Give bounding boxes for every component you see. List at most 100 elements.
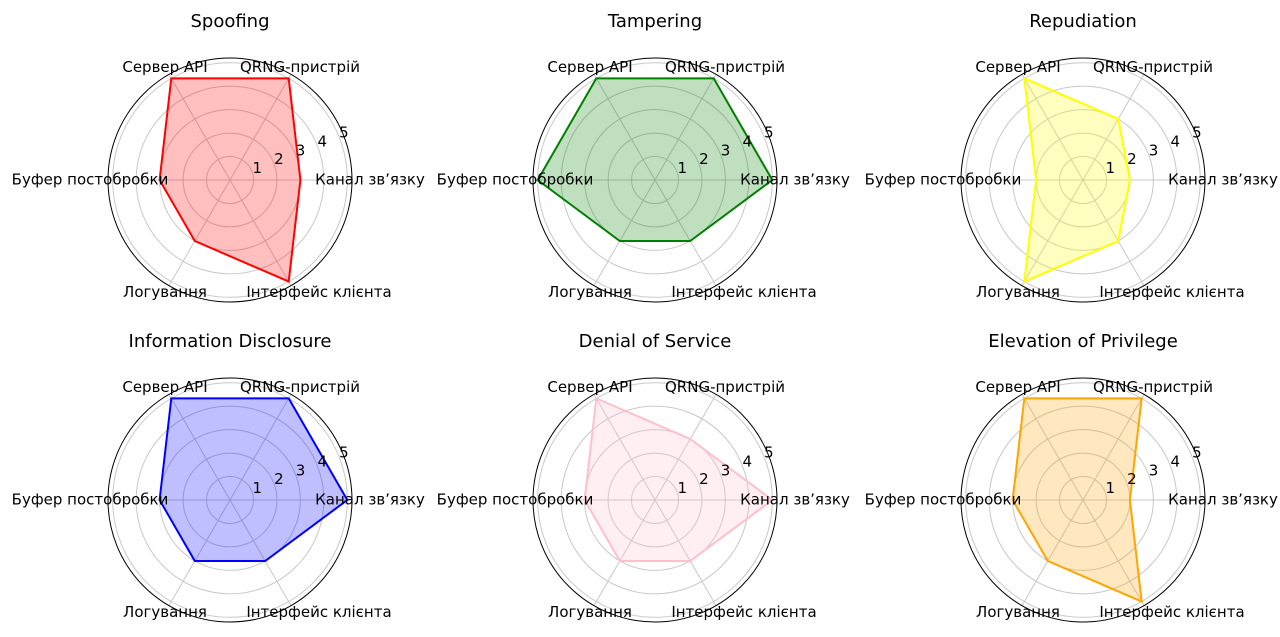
grid-spoke [168, 394, 231, 501]
category-label: Сервер API [547, 58, 632, 76]
r-tick-label: 2 [274, 470, 284, 488]
grid-spoke [1021, 394, 1084, 501]
category-label: Буфер постобробки [12, 171, 169, 189]
grid-spoke [654, 394, 717, 501]
grid-spoke [1021, 499, 1084, 606]
r-tick-label: 2 [699, 470, 709, 488]
grid-spoke [593, 179, 656, 286]
r-tick-label: 1 [252, 479, 262, 497]
r-tick-label: 4 [1170, 132, 1180, 150]
grid-spoke [229, 499, 292, 606]
grid-spoke [168, 74, 231, 181]
category-label: Інтерфейс клієнта [1099, 603, 1244, 621]
radar-area [158, 77, 302, 284]
r-tick-label: 5 [1192, 123, 1202, 141]
r-tick-label: 4 [317, 132, 327, 150]
r-tick-label: 5 [764, 443, 774, 461]
grid-spoke [1021, 179, 1084, 286]
r-tick-label: 4 [742, 132, 752, 150]
outer-spine [107, 57, 353, 303]
category-label: Сервер API [975, 58, 1060, 76]
category-label: QRNG-пристрій [240, 378, 360, 396]
r-tick-label: 2 [274, 150, 284, 168]
category-label: Буфер постобробки [865, 171, 1022, 189]
r-tick-label: 1 [1105, 159, 1115, 177]
category-label: Канал зв’язку [740, 171, 850, 189]
category-label: Буфер постобробки [12, 491, 169, 509]
grid-spoke [1021, 74, 1084, 181]
radar-area [158, 397, 349, 562]
r-tick-label: 3 [721, 461, 731, 479]
grid-spoke [168, 179, 231, 286]
grid-spoke [654, 499, 717, 606]
radar-area [1023, 76, 1131, 284]
radar-area [583, 396, 774, 562]
category-label: Сервер API [975, 378, 1060, 396]
r-tick-label: 5 [339, 123, 349, 141]
category-label: Логування [123, 603, 207, 621]
category-label: Сервер API [547, 378, 632, 396]
grid-spoke [229, 179, 292, 286]
grid-spoke [593, 499, 656, 606]
grid-spoke [229, 394, 292, 501]
r-tick-label: 5 [339, 443, 349, 461]
r-tick-label: 5 [764, 123, 774, 141]
category-label: QRNG-пристрій [665, 58, 785, 76]
r-tick-label: 2 [1127, 150, 1137, 168]
category-label: Логування [123, 283, 207, 301]
r-tick-label: 3 [1149, 141, 1159, 159]
category-label: Буфер постобробки [437, 491, 594, 509]
category-label: QRNG-пристрій [665, 378, 785, 396]
grid-spoke [1082, 74, 1145, 181]
outer-spine [532, 377, 778, 623]
category-label: Канал зв’язку [315, 171, 425, 189]
r-tick-label: 3 [296, 461, 306, 479]
r-tick-label: 1 [1105, 479, 1115, 497]
grid-spoke [1082, 499, 1145, 606]
outer-spine [107, 377, 353, 623]
radar-area [536, 77, 774, 242]
r-tick-label: 4 [1170, 452, 1180, 470]
grid-spoke [168, 499, 231, 606]
r-tick-label: 5 [1192, 443, 1202, 461]
category-label: Буфер постобробки [437, 171, 594, 189]
category-label: Логування [548, 603, 632, 621]
grid-spoke [1082, 394, 1145, 501]
chart-title: Elevation of Privilege [988, 331, 1178, 352]
chart-title: Tampering [607, 11, 702, 32]
category-label: Канал зв’язку [1168, 171, 1278, 189]
category-label: Інтерфейс клієнта [246, 603, 391, 621]
grid-spoke [1082, 179, 1145, 286]
category-label: Логування [976, 603, 1060, 621]
r-tick-label: 2 [699, 150, 709, 168]
category-label: Інтерфейс клієнта [671, 603, 816, 621]
grid-spoke [654, 179, 717, 286]
category-label: QRNG-пристрій [240, 58, 360, 76]
radar-area [1011, 397, 1143, 604]
r-tick-label: 2 [1127, 470, 1137, 488]
r-tick-label: 1 [677, 159, 687, 177]
r-tick-label: 1 [252, 159, 262, 177]
grid-spoke [654, 74, 717, 181]
category-label: Канал зв’язку [740, 491, 850, 509]
category-label: Канал зв’язку [1168, 491, 1278, 509]
category-label: Буфер постобробки [865, 491, 1022, 509]
category-label: Сервер API [122, 378, 207, 396]
chart-title: Information Disclosure [129, 331, 332, 352]
r-tick-label: 4 [742, 452, 752, 470]
category-label: Канал зв’язку [315, 491, 425, 509]
outer-spine [532, 57, 778, 303]
r-tick-label: 4 [317, 452, 327, 470]
category-label: Інтерфейс клієнта [671, 283, 816, 301]
r-tick-label: 3 [1149, 461, 1159, 479]
chart-title: Repudiation [1029, 11, 1137, 32]
grid-spoke [593, 394, 656, 501]
r-tick-label: 1 [677, 479, 687, 497]
outer-spine [960, 377, 1206, 623]
category-label: QRNG-пристрій [1093, 378, 1213, 396]
category-label: Інтерфейс клієнта [246, 283, 391, 301]
outer-spine [960, 57, 1206, 303]
chart-title: Spoofing [190, 11, 269, 32]
r-tick-label: 3 [296, 141, 306, 159]
